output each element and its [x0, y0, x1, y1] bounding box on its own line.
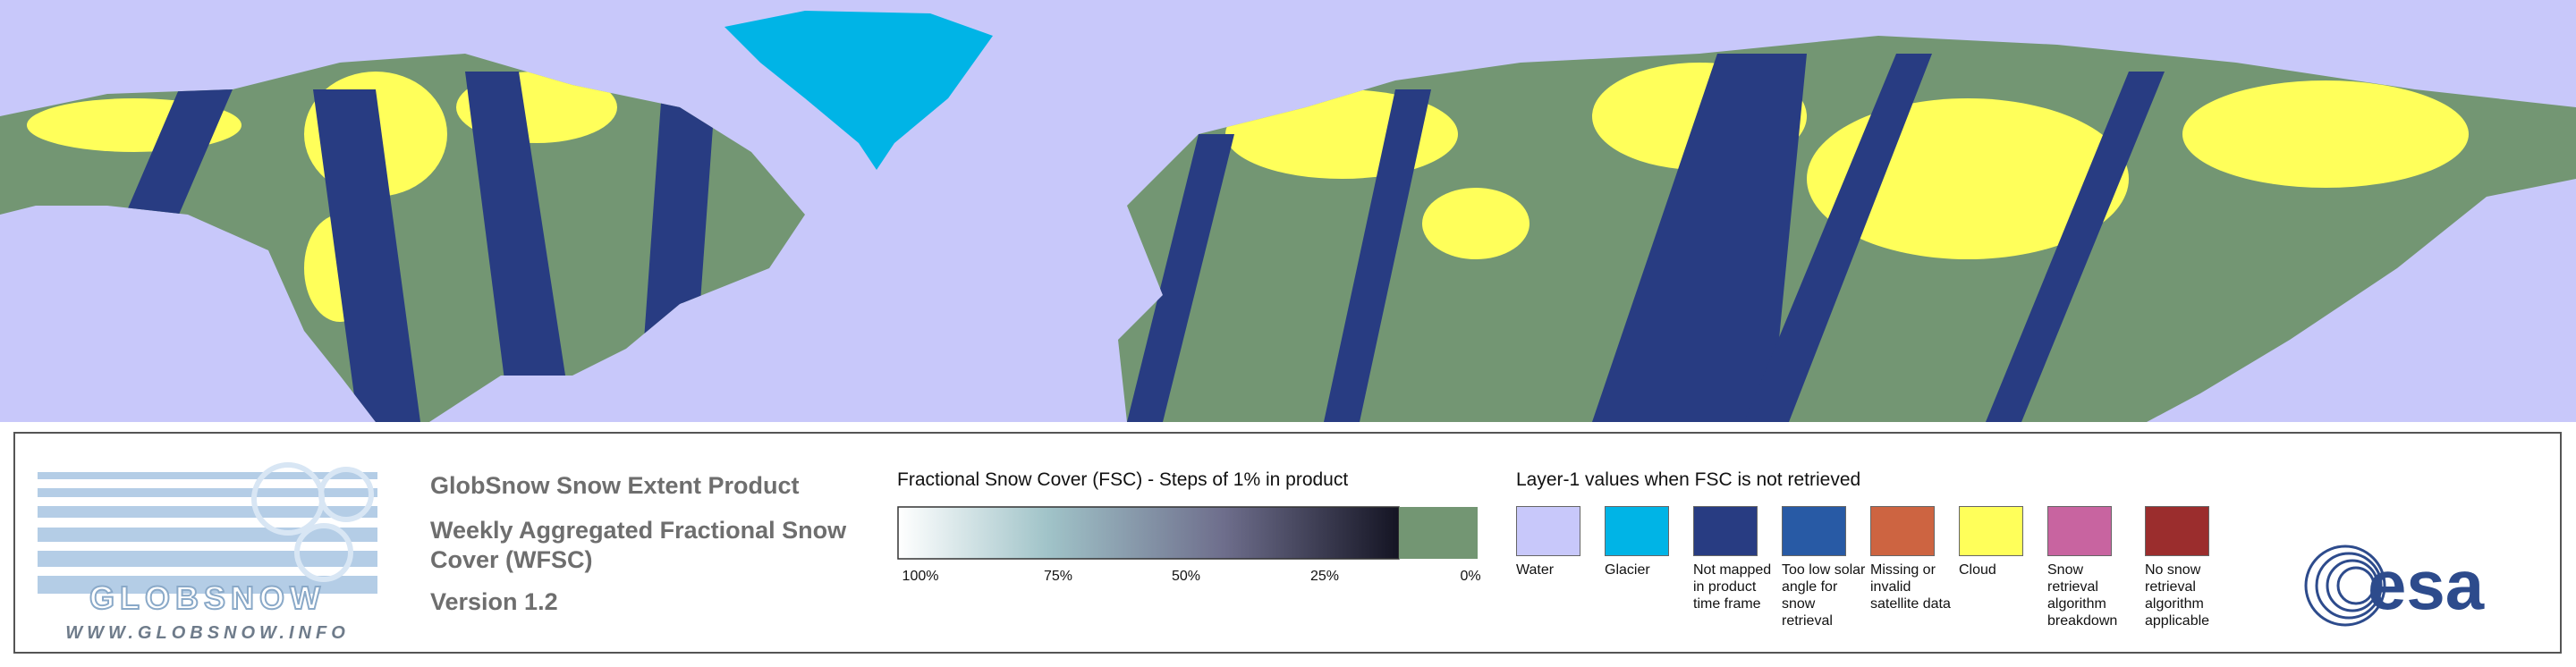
class-label: Snow retrieval algorithm breakdown [2047, 562, 2118, 629]
fsc-bar [897, 506, 1478, 560]
logo-brand: GLOBSNOW [89, 579, 326, 616]
legend-panel: GLOBSNOW WWW.GLOBSNOW.INFO GlobSnow Snow… [13, 432, 2562, 654]
class-label: Not mapped in product time frame [1693, 562, 1772, 612]
class-label: Cloud [1959, 562, 1996, 578]
snow-map [0, 0, 2576, 422]
class-swatch [1870, 506, 1935, 556]
product-version: Version 1.2 [430, 588, 558, 615]
class-swatch [1959, 506, 2023, 556]
fsc-tick-label: 0% [1460, 569, 1481, 584]
class-swatch [1693, 506, 1758, 556]
fsc-title: Fractional Snow Cover (FSC) - Steps of 1… [897, 469, 1349, 490]
layer1-title: Layer-1 values when FSC is not retrieved [1516, 469, 1861, 490]
class-swatch [1782, 506, 1846, 556]
class-swatch [1605, 506, 1669, 556]
no-snow-swatch [1399, 507, 1478, 559]
product-title: GlobSnow Snow Extent Product [430, 472, 800, 499]
logo-url: WWW.GLOBSNOW.INFO [65, 623, 350, 643]
class-label: Too low solar angle for snow retrieval [1782, 562, 1866, 629]
globsnow-logo: GLOBSNOW WWW.GLOBSNOW.INFO [38, 462, 377, 643]
class-swatch [2047, 506, 2112, 556]
esa-text: esa [2368, 545, 2485, 624]
class-swatch [2145, 506, 2209, 556]
class-label: Glacier [1605, 562, 1650, 578]
class-label: Water [1516, 562, 1555, 578]
fsc-tick-label: 75% [1043, 569, 1073, 584]
product-subtitle: Weekly Aggregated Fractional Snow Cover … [430, 517, 847, 573]
class-swatch [1516, 506, 1580, 556]
class-label: No snow retrieval algorithm applicable [2145, 562, 2210, 629]
fsc-tick-label: 25% [1309, 569, 1340, 584]
fsc-tick-label: 50% [1171, 569, 1201, 584]
class-label: Missing or invalid satellite data [1870, 562, 1951, 612]
fsc-tick-label: 100% [902, 569, 939, 584]
esa-logo: esa [2304, 545, 2485, 627]
